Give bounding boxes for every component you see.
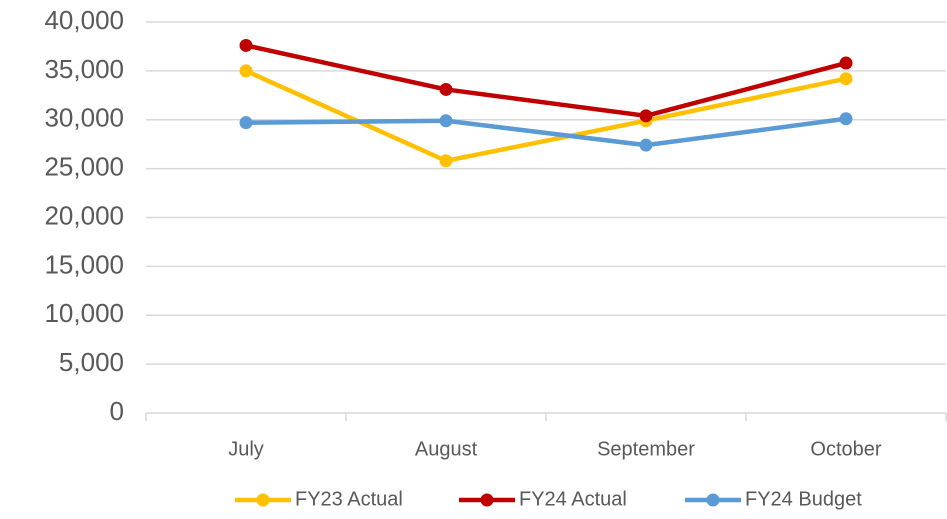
x-tick-label: September (597, 438, 695, 460)
y-tick-label: 15,000 (44, 249, 124, 279)
point (239, 116, 253, 130)
point (639, 138, 653, 152)
y-tick-label: 20,000 (44, 200, 124, 230)
point (239, 64, 253, 78)
y-tick-label: 5,000 (59, 347, 124, 377)
series-line (245, 68, 847, 164)
x-tick-label: October (810, 438, 881, 460)
series-line (245, 43, 847, 119)
point (839, 112, 853, 126)
y-tick-label: 30,000 (44, 103, 124, 133)
legend-label: FY23 Actual (295, 488, 403, 510)
y-tick-label: 35,000 (44, 54, 124, 84)
point (439, 154, 453, 168)
x-tick-label: August (415, 438, 478, 460)
point (839, 56, 853, 70)
x-tick-label: July (228, 438, 264, 460)
y-tick-label: 25,000 (44, 152, 124, 182)
y-tick-label: 0 (110, 396, 124, 426)
legend-marker (256, 493, 270, 507)
point (439, 82, 453, 96)
point (439, 114, 453, 128)
legend-label: FY24 Actual (519, 488, 627, 510)
point (639, 109, 653, 123)
legend-label: FY24 Budget (745, 488, 862, 510)
point (839, 72, 853, 86)
y-tick-label: 40,000 (44, 5, 124, 35)
series-line (245, 116, 847, 148)
point (239, 38, 253, 52)
legend-marker (480, 493, 494, 507)
legend-marker (706, 493, 720, 507)
y-tick-label: 10,000 (44, 298, 124, 328)
